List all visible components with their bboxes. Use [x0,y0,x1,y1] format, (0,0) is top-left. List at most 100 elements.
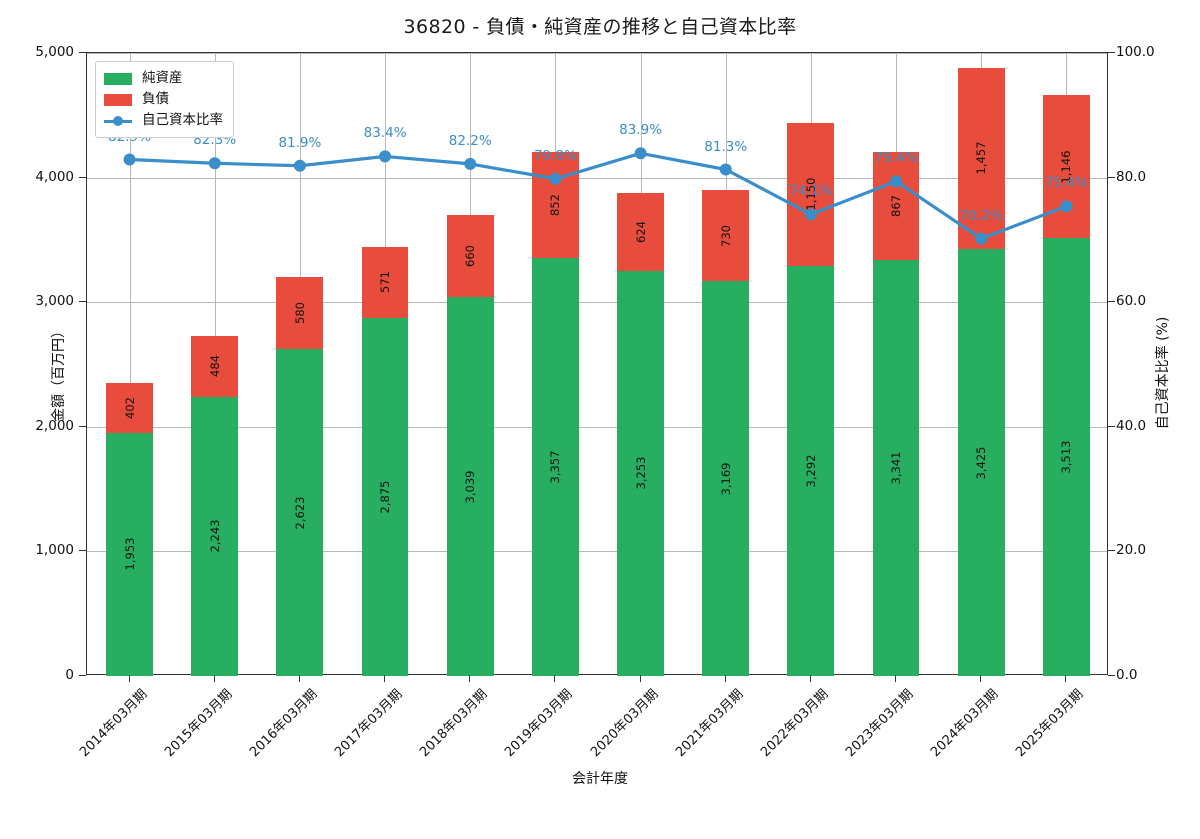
gridline-vertical [129,53,131,674]
bar-value-label: 2,243 [207,519,222,553]
chart-figure: 36820 - 負債・純資産の推移と自己資本比率 0 1,000 2,000 3,00… [35,16,1171,787]
bar-segment-liabilities[interactable]: 730 [702,190,750,282]
x-axis-tick-label: 2025年03月期 [1013,686,1087,761]
bar-segment-liabilities[interactable]: 867 [872,151,920,260]
bar-segment-liabilities[interactable]: 484 [191,336,239,397]
bar-value-label: 484 [207,355,222,378]
equity-ratio-value-label: 83.9% [619,122,663,139]
bar-segment-net-assets[interactable]: 3,169 [702,281,750,676]
y-axis-tick-mark-left [79,176,86,178]
y-axis-tick-mark-right [1108,301,1115,303]
y-axis-tick-label-left: 5,000 [35,44,74,60]
y-axis-tick-mark-right [1108,176,1115,178]
bar-value-label: 580 [292,302,307,324]
equity-ratio-value-label: 70.2% [959,207,1003,224]
legend-color-swatch-icon [104,93,132,106]
y-axis-tick-label-left: 3,000 [35,293,74,310]
legend-color-swatch-icon [104,72,132,85]
y-axis-tick-mark-left [79,550,86,552]
y-axis-tick-label-left: 0 [65,667,74,683]
equity-ratio-value-label: 75.4% [1044,175,1088,192]
bar-value-label: 3,341 [889,451,904,485]
bar-segment-liabilities[interactable]: 580 [276,276,324,350]
x-axis-tick-label: 2019年03月期 [502,686,576,761]
bar-value-label: 3,425 [974,446,989,480]
bar-value-label: 852 [548,193,563,216]
equity-ratio-value-label: 83.4% [363,125,407,142]
bar-segment-net-assets[interactable]: 3,039 [446,297,494,676]
bar-segment-net-assets[interactable]: 2,875 [361,317,409,676]
x-axis-tick-mark [1065,675,1067,682]
x-axis-tick-label: 2016年03月期 [247,686,321,761]
x-axis-tick-label: 2022年03月期 [758,686,832,761]
bar-value-label: 2,875 [378,480,393,514]
x-axis-tick-mark [128,675,130,682]
bar-segment-net-assets[interactable]: 1,953 [106,432,153,676]
y-axis-tick-mark-left [79,301,86,303]
bar-value-label: 1,457 [974,141,989,175]
x-axis-tick-label: 2023年03月期 [843,686,917,761]
bar-segment-net-assets[interactable]: 3,357 [531,257,579,676]
x-axis-tick-label: 2024年03月期 [928,686,1002,761]
bar-segment-liabilities[interactable]: 402 [106,382,153,433]
y-axis-tick-mark-right [1108,550,1115,552]
bar-value-label: 624 [633,220,648,243]
bar-segment-net-assets[interactable]: 2,243 [191,396,239,676]
bar-segment-net-assets[interactable]: 3,341 [872,259,920,676]
equity-ratio-value-label: 79.4% [874,150,918,167]
y-axis-label-left: 金額（百万円） [51,324,67,422]
legend-item[interactable]: 負債 [104,89,223,110]
bar-value-label: 3,039 [463,470,478,504]
y-axis-tick-mark-right [1108,52,1115,53]
bar-value-label: 402 [122,396,137,419]
bar-segment-net-assets[interactable]: 3,292 [787,265,835,676]
y-axis-label-right: 自己資本比率 (%) [1155,316,1171,430]
bar-segment-liabilities[interactable]: 852 [531,151,579,258]
bar-value-label: 2,623 [292,496,307,530]
bar-segment-net-assets[interactable]: 3,425 [957,249,1005,676]
y-axis-tick-label-right: 0.0 [1116,667,1138,683]
bar-segment-net-assets[interactable]: 2,623 [276,349,324,676]
legend-item-label: 負債 [142,90,169,107]
x-axis-tick-label: 2021年03月期 [672,686,747,761]
x-axis-tick-mark [554,675,556,682]
y-axis-tick-mark-right [1108,675,1115,676]
bar-value-label: 3,169 [718,462,733,496]
legend-item[interactable]: 自己資本比率 [104,110,223,131]
bar-value-label: 3,253 [633,456,648,490]
y-axis-tick-label-left: 2,000 [35,417,74,434]
legend-item-label: 自己資本比率 [142,111,223,128]
chart-legend: 純資産 負債自己資本比率 [95,61,234,138]
x-axis-tick-mark [469,675,471,682]
bar-value-label: 1,953 [122,537,137,571]
x-axis-tick-label: 2015年03月期 [161,686,236,761]
bar-segment-liabilities[interactable]: 1,146 [1042,95,1090,239]
bar-segment-liabilities[interactable]: 660 [446,215,494,298]
equity-ratio-polyline [127,151,1069,241]
gridline-horizontal [87,426,1107,428]
y-axis-tick-label-right: 60.0 [1116,293,1147,310]
bar-value-label: 660 [463,245,478,268]
bar-segment-liabilities[interactable]: 624 [617,192,664,271]
y-axis-tick-mark-right [1108,425,1115,427]
gridline-horizontal [87,302,1107,304]
equity-ratio-value-label: 79.8% [533,147,577,164]
legend-item[interactable]: 純資産 [104,68,223,89]
chart-title: 36820 - 負債・純資産の推移と自己資本比率 [403,16,797,38]
bar-segment-net-assets[interactable]: 3,513 [1042,238,1090,676]
bar-value-label: 730 [718,224,733,247]
equity-ratio-value-label: 81.3% [704,138,748,155]
bar-value-label: 571 [378,271,393,294]
y-axis-tick-label-right: 40.0 [1116,417,1147,434]
x-axis-tick-label: 2020年03月期 [587,686,662,761]
y-axis-tick-label-left: 4,000 [35,168,74,185]
bar-value-label: 867 [889,194,904,217]
x-axis-tick-label: 2014年03月期 [76,686,151,761]
bar-segment-liabilities[interactable]: 571 [361,246,409,318]
gridline-horizontal [87,551,1107,553]
bar-segment-net-assets[interactable]: 3,253 [617,270,664,676]
y-axis-tick-label-right: 20.0 [1116,542,1147,559]
plot-area: 1,953 402 2,243 484 2,623 580 2,875 571 3,039 660… [86,52,1108,676]
x-axis-tick-mark [895,675,897,682]
y-axis-tick-label-left: 1,000 [35,542,74,559]
